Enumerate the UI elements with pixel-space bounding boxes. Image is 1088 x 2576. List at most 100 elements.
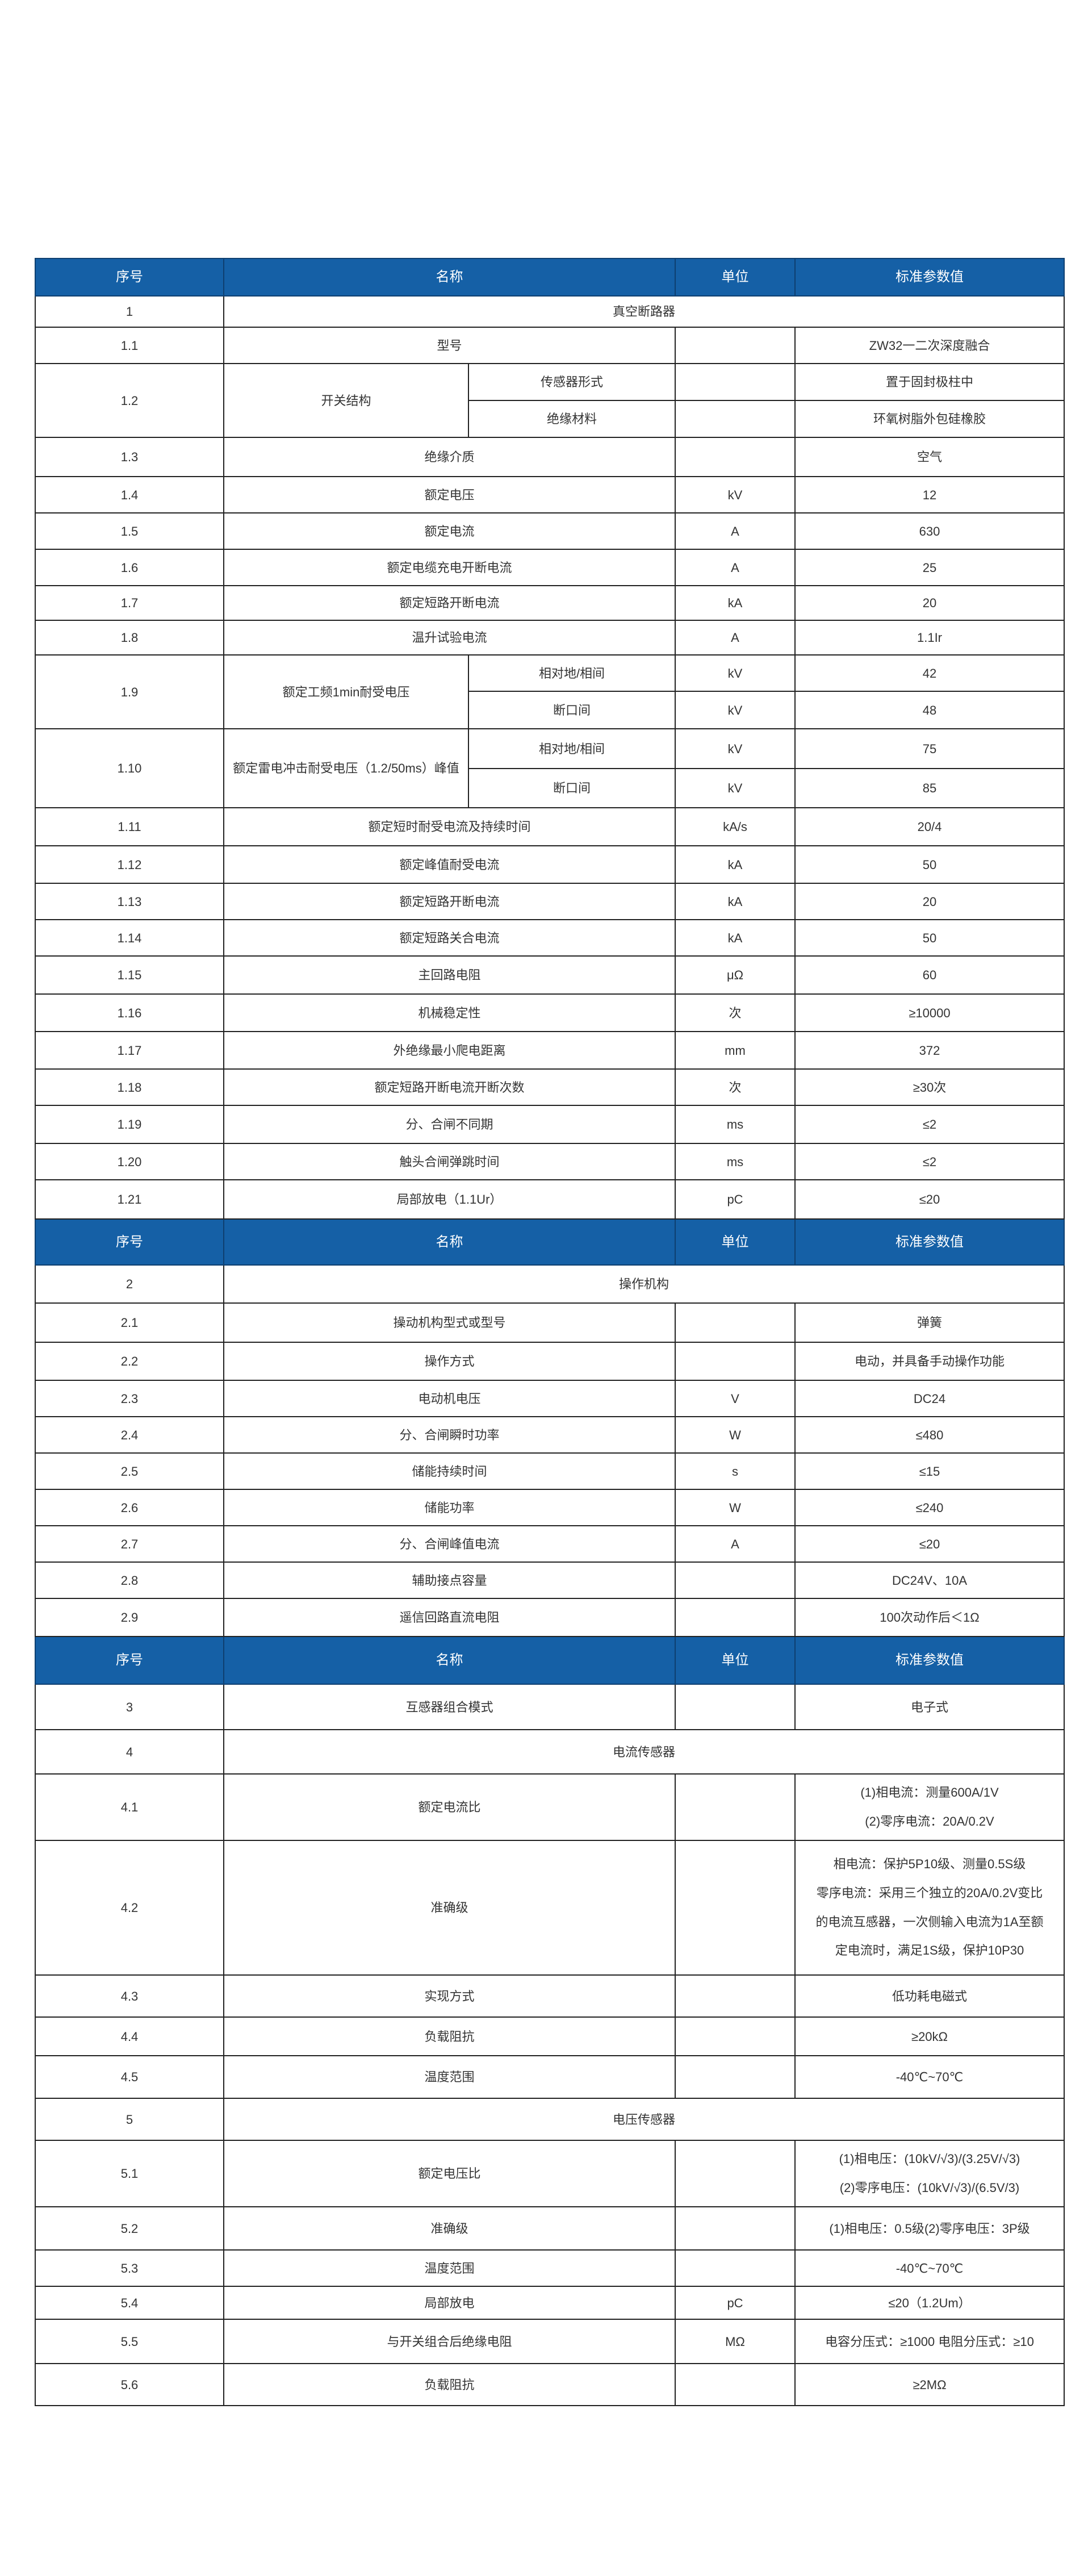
row-value: 20/4 <box>794 807 1065 846</box>
row-no: 1.15 <box>35 955 224 995</box>
row-unit <box>675 2363 796 2406</box>
row-unit: kV <box>675 654 796 692</box>
table-row: 断口间 kV 48 <box>35 691 1065 729</box>
row-name: 额定电压比 <box>223 2140 676 2207</box>
header-name: 名称 <box>223 258 676 297</box>
row-no: 2.2 <box>35 1342 224 1381</box>
row-value: ≤480 <box>794 1416 1065 1454</box>
row-no: 1 <box>35 295 224 328</box>
row-name: 准确级 <box>223 1840 676 1976</box>
row-unit <box>675 1773 796 1841</box>
row-no: 4.4 <box>35 2016 224 2056</box>
table-row: 1.19 分、合闸不同期 ms ≤2 <box>35 1105 1065 1144</box>
row-value: ≤20（1.2Um） <box>794 2286 1065 2320</box>
table-row: 3 互感器组合模式 电子式 <box>35 1684 1065 1730</box>
table-row: 4.1 额定电流比 (1)相电流：测量600A/1V (2)零序电流：20A/0.2V <box>35 1773 1065 1841</box>
row-value: DC24 <box>794 1380 1065 1417</box>
header-unit: 单位 <box>675 1636 796 1685</box>
row-no: 1.14 <box>35 919 224 957</box>
row-value: 48 <box>794 691 1065 729</box>
row-value: 42 <box>794 654 1065 692</box>
row-no: 1.9 <box>35 654 224 729</box>
row-name: 操动机构型式或型号 <box>223 1302 676 1343</box>
row-unit <box>675 1302 796 1343</box>
row-unit: s <box>675 1452 796 1490</box>
row-name: 局部放电 <box>223 2286 676 2320</box>
header-value: 标准参数值 <box>794 1218 1065 1266</box>
row-value: 60 <box>794 955 1065 995</box>
table-row: 1.3 绝缘介质 空气 <box>35 437 1065 477</box>
row-no: 1.7 <box>35 585 224 621</box>
row-unit: A <box>675 512 796 550</box>
row-no: 1.4 <box>35 476 224 513</box>
table-row: 5.2 准确级 (1)相电压：0.5级(2)零序电压：3P级 <box>35 2206 1065 2251</box>
table-row: 2.9 遥信回路直流电阻 100次动作后＜1Ω <box>35 1598 1065 1637</box>
row-name: 额定雷电冲击耐受电压（1.2/50ms）峰值 <box>223 728 469 808</box>
row-no: 1.8 <box>35 620 224 656</box>
row-name: 储能持续时间 <box>223 1452 676 1490</box>
value-line: 的电流互感器，一次侧输入电流为1A至额 <box>815 1914 1044 1929</box>
row-name: 与开关组合后绝缘电阻 <box>223 2319 676 2364</box>
row-value: ≤2 <box>794 1105 1065 1144</box>
row-no: 1.16 <box>35 993 224 1032</box>
row-name: 准确级 <box>223 2206 676 2251</box>
table-row: 2.3 电动机电压 V DC24 <box>35 1380 1065 1417</box>
row-value: 50 <box>794 845 1065 884</box>
row-value: ≥2MΩ <box>794 2363 1065 2406</box>
row-value: 电子式 <box>794 1684 1065 1730</box>
row-name: 辅助接点容量 <box>223 1562 676 1599</box>
row-unit: W <box>675 1489 796 1526</box>
row-value: 弹簧 <box>794 1302 1065 1343</box>
row-no: 2.5 <box>35 1452 224 1490</box>
table-row: 5.5 与开关组合后绝缘电阻 MΩ 电容分压式：≥1000 电阻分压式：≥10 <box>35 2319 1065 2364</box>
row-unit <box>675 1974 796 2018</box>
row-no: 1.19 <box>35 1105 224 1144</box>
row-unit: kV <box>675 476 796 513</box>
row-value: ≥20kΩ <box>794 2016 1065 2056</box>
row-no: 1.13 <box>35 883 224 920</box>
row-name: 触头合闸弹跳时间 <box>223 1143 676 1180</box>
table-row: 1.20 触头合闸弹跳时间 ms ≤2 <box>35 1143 1065 1180</box>
row-value: 空气 <box>794 437 1065 477</box>
table-row: 1.2 开关结构 传感器形式 置于固封极柱中 <box>35 363 1065 438</box>
row-no: 1.1 <box>35 327 224 364</box>
row-value: 电动，并具备手动操作功能 <box>794 1342 1065 1381</box>
table-row: 1.14 额定短路关合电流 kA 50 <box>35 919 1065 957</box>
header-value: 标准参数值 <box>794 1636 1065 1685</box>
row-unit: A <box>675 549 796 586</box>
row-unit: ms <box>675 1143 796 1180</box>
row-unit <box>675 1684 796 1730</box>
row-unit: V <box>675 1380 796 1417</box>
value-line: 零序电流：采用三个独立的20A/0.2V变比 <box>816 1885 1043 1900</box>
row-no: 4.5 <box>35 2055 224 2099</box>
row-no: 5.5 <box>35 2319 224 2364</box>
row-value: 100次动作后＜1Ω <box>794 1598 1065 1637</box>
row-unit: mm <box>675 1031 796 1070</box>
table-row: 绝缘材料 环氧树脂外包硅橡胶 <box>35 400 1065 438</box>
row-unit <box>675 363 796 401</box>
row-name: 开关结构 <box>223 363 469 438</box>
table-row: 1.1 型号 ZW32一二次深度融合 <box>35 327 1065 364</box>
row-name: 额定短路关合电流 <box>223 919 676 957</box>
row-name: 额定峰值耐受电流 <box>223 845 676 884</box>
row-value: 630 <box>794 512 1065 550</box>
row-value: 置于固封极柱中 <box>794 363 1065 401</box>
section-title: 电流传感器 <box>223 1729 1065 1775</box>
row-unit: μΩ <box>675 955 796 995</box>
row-no: 4.1 <box>35 1773 224 1841</box>
table-row: 5.4 局部放电 pC ≤20（1.2Um） <box>35 2286 1065 2320</box>
row-name: 互感器组合模式 <box>223 1684 676 1730</box>
row-name: 温度范围 <box>223 2249 676 2287</box>
row-no: 4.2 <box>35 1840 224 1976</box>
row-unit: A <box>675 620 796 656</box>
row-no: 5.4 <box>35 2286 224 2320</box>
section-title: 真空断路器 <box>223 295 1065 328</box>
row-unit <box>675 2249 796 2287</box>
row-value: -40℃~70℃ <box>794 2249 1065 2287</box>
section-title: 操作机构 <box>223 1264 1065 1304</box>
section-row: 5 电压传感器 <box>35 2098 1065 2141</box>
table-row: 2.2 操作方式 电动，并具备手动操作功能 <box>35 1342 1065 1381</box>
row-unit <box>675 400 796 438</box>
row-name: 机械稳定性 <box>223 993 676 1032</box>
table-row: 2.4 分、合闸瞬时功率 W ≤480 <box>35 1416 1065 1454</box>
